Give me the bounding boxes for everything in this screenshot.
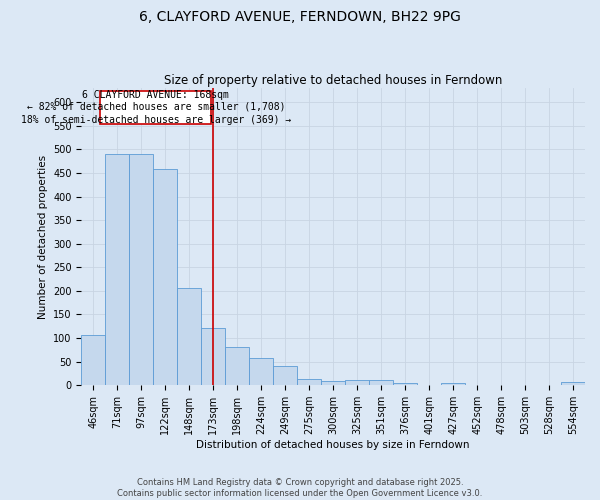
Text: 18% of semi-detached houses are larger (369) →: 18% of semi-detached houses are larger (…	[20, 115, 291, 125]
Text: 6 CLAYFORD AVENUE: 168sqm: 6 CLAYFORD AVENUE: 168sqm	[82, 90, 229, 100]
Title: Size of property relative to detached houses in Ferndown: Size of property relative to detached ho…	[164, 74, 502, 87]
Bar	[273, 366, 297, 385]
Bar	[345, 380, 369, 385]
Bar	[369, 380, 393, 385]
Bar	[441, 383, 465, 385]
Bar	[154, 170, 178, 385]
Bar	[130, 154, 154, 385]
Text: Contains HM Land Registry data © Crown copyright and database right 2025.
Contai: Contains HM Land Registry data © Crown c…	[118, 478, 482, 498]
Bar	[202, 328, 226, 385]
Bar	[226, 346, 250, 385]
Bar	[178, 288, 202, 385]
Bar	[393, 383, 417, 385]
FancyBboxPatch shape	[100, 90, 211, 124]
Bar	[297, 378, 321, 385]
Bar	[561, 382, 585, 385]
Y-axis label: Number of detached properties: Number of detached properties	[38, 154, 47, 319]
Bar	[250, 358, 273, 385]
Text: ← 82% of detached houses are smaller (1,708): ← 82% of detached houses are smaller (1,…	[26, 102, 285, 112]
Bar	[82, 335, 106, 385]
X-axis label: Distribution of detached houses by size in Ferndown: Distribution of detached houses by size …	[196, 440, 470, 450]
Bar	[106, 154, 130, 385]
Bar	[321, 382, 345, 385]
Text: 6, CLAYFORD AVENUE, FERNDOWN, BH22 9PG: 6, CLAYFORD AVENUE, FERNDOWN, BH22 9PG	[139, 10, 461, 24]
